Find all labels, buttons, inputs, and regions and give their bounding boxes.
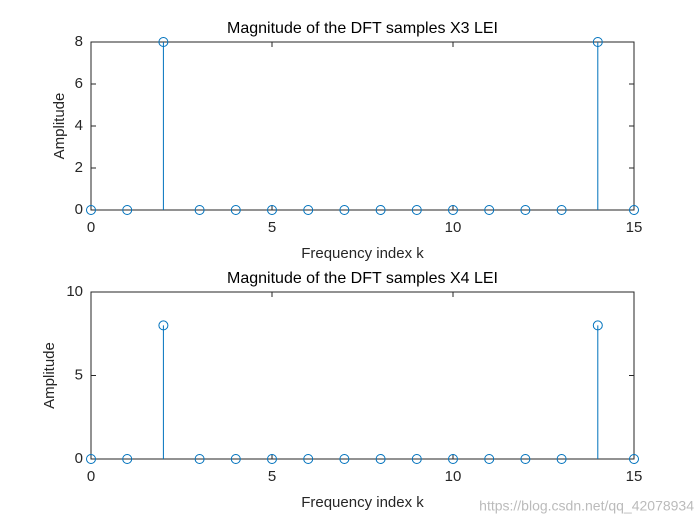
y-tick-label: 2 xyxy=(75,159,83,176)
stem-marker xyxy=(375,454,386,464)
stem-marker xyxy=(556,205,567,215)
stem-marker xyxy=(122,205,133,215)
x-axis-label: Frequency index k xyxy=(301,494,424,511)
stem-marker xyxy=(339,205,350,215)
x-tick-label: 10 xyxy=(445,468,462,485)
stem-marker xyxy=(303,205,314,215)
y-axis-label: Amplitude xyxy=(41,342,58,409)
stem-marker xyxy=(339,454,350,464)
y-tick-label: 10 xyxy=(66,283,83,300)
stem-marker xyxy=(520,205,531,215)
y-tick-label: 6 xyxy=(75,75,83,92)
stem-marker xyxy=(303,454,314,464)
stem-marker xyxy=(158,37,169,47)
stem-marker xyxy=(629,205,639,215)
stem-marker xyxy=(484,205,495,215)
stem-marker xyxy=(375,205,386,215)
x-tick-label: 5 xyxy=(268,219,276,236)
y-tick-label: 5 xyxy=(75,366,83,383)
x-tick-label: 15 xyxy=(626,468,643,485)
stem-marker xyxy=(86,454,96,464)
stem-marker xyxy=(158,320,169,331)
chart-title: Magnitude of the DFT samples X3 LEI xyxy=(227,20,498,37)
stem-marker xyxy=(629,454,639,464)
y-tick-label: 8 xyxy=(75,33,83,50)
stem-marker xyxy=(520,454,531,464)
stem-marker xyxy=(556,454,567,464)
x-tick-label: 5 xyxy=(268,468,276,485)
stem-marker xyxy=(592,320,603,331)
stem-marker xyxy=(267,205,277,215)
stem-marker xyxy=(194,454,205,464)
stem-marker xyxy=(411,205,422,215)
x-tick-label: 15 xyxy=(626,219,643,236)
stem-marker xyxy=(411,454,422,464)
stem-marker xyxy=(86,205,96,215)
y-tick-label: 0 xyxy=(75,450,83,467)
watermark: https://blog.csdn.net/qq_42078934 xyxy=(479,498,694,514)
x-tick-label: 0 xyxy=(87,219,95,236)
y-tick-label: 4 xyxy=(75,117,83,134)
stem-marker xyxy=(267,454,277,464)
stem-marker xyxy=(194,205,205,215)
stem-marker xyxy=(448,205,458,215)
stem-marker xyxy=(122,454,133,464)
x-axis-label: Frequency index k xyxy=(301,245,424,262)
stem-marker xyxy=(230,205,241,215)
y-axis-label: Amplitude xyxy=(51,93,68,160)
x-tick-label: 10 xyxy=(445,219,462,236)
chart-title: Magnitude of the DFT samples X4 LEI xyxy=(227,270,498,287)
stem-marker xyxy=(592,37,603,47)
stem-marker xyxy=(230,454,241,464)
stem-marker xyxy=(484,454,495,464)
stem-marker xyxy=(448,454,458,464)
x-tick-label: 0 xyxy=(87,468,95,485)
y-tick-label: 0 xyxy=(75,201,83,218)
